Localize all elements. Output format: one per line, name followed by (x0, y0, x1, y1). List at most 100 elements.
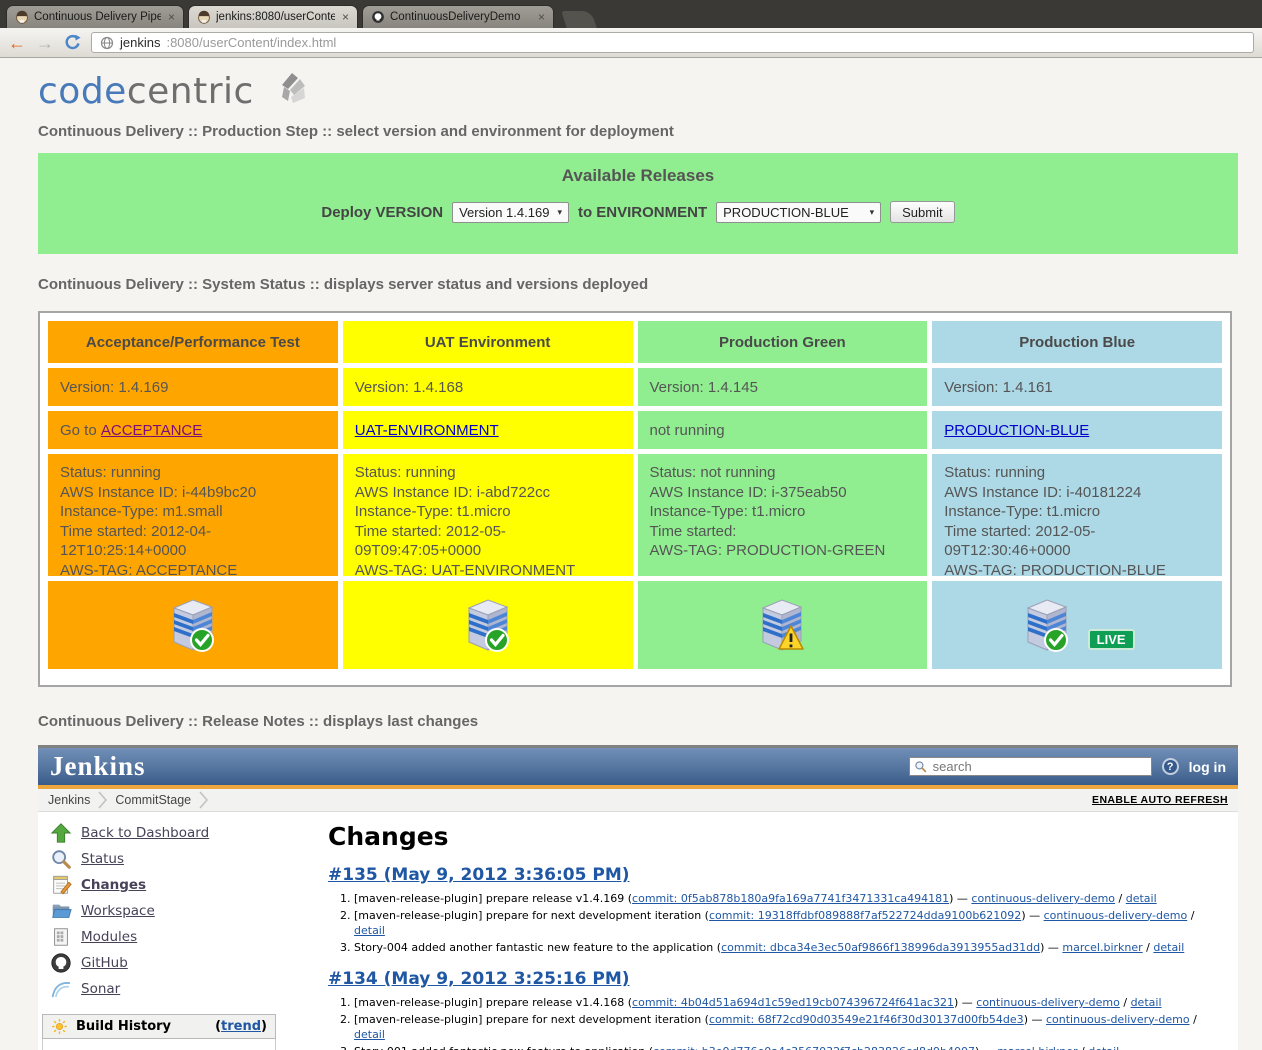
github-icon (51, 953, 71, 973)
production-blue-link[interactable]: PRODUCTION-BLUE (944, 421, 1090, 439)
column-header-acceptance: Acceptance/Performance Test (48, 321, 338, 363)
environment-link-cell: PRODUCTION-BLUE (932, 411, 1222, 449)
sidebar-item-changes: Changes (38, 872, 286, 898)
author-link[interactable]: continuous-delivery-demo (1045, 1012, 1190, 1026)
chevron-right-icon (199, 791, 209, 809)
page: codecentric Continuous Delivery :: Produ… (0, 58, 1262, 1050)
document-grid-icon (54, 928, 68, 946)
jenkins-search-box[interactable] (908, 757, 1152, 776)
version-cell: Version: 1.4.168 (342, 368, 633, 406)
environment-link-cell: Go to ACCEPTANCE (48, 411, 338, 449)
build-135-heading: #135 (May 9, 2012 3:36:05 PM) (328, 865, 630, 885)
commit-link[interactable]: commit: 4b04d51a694d1c59ed19cb074396724f… (632, 996, 954, 1009)
detail-link[interactable]: detail (1125, 892, 1157, 905)
jenkins-sidebar: Back to Dashboard Status Changes Workspa… (38, 812, 286, 1050)
submit-button[interactable]: Submit (890, 201, 955, 223)
available-releases-panel: Available Releases Deploy VERSION Versio… (38, 153, 1238, 254)
server-ok-icon (172, 599, 214, 652)
changes-title: Changes (328, 822, 449, 851)
status-details-cell: Status: not running AWS Instance ID: i-3… (637, 454, 928, 576)
author-link[interactable]: continuous-delivery-demo (971, 892, 1116, 905)
commit-link[interactable]: commit: b3e0d776e0a4c3567032f7cb283826cd… (653, 1045, 975, 1050)
build-history-panel: Build History (trend) (42, 1014, 276, 1039)
sidebar-item-sonar: Sonar (38, 976, 286, 1002)
search-input[interactable] (930, 758, 1147, 775)
release-notes-section-heading: Continuous Delivery :: Release Notes :: … (38, 713, 479, 730)
status-section-heading: Continuous Delivery :: System Status :: … (38, 276, 649, 293)
environment-select[interactable]: PRODUCTION-BLUE ▾ (716, 201, 882, 223)
address-bar[interactable]: jenkins:8080/userContent/index.html (91, 32, 1254, 53)
reload-button[interactable] (64, 34, 81, 51)
detail-link[interactable]: detail (1088, 1045, 1119, 1050)
not-running-text: not running (649, 421, 725, 439)
change-item: [maven-release-plugin] prepare release v… (354, 995, 1212, 1011)
sidebar-item-status: Status (38, 846, 286, 872)
logo-text-code: code (38, 71, 127, 112)
jenkins-butler-icon (198, 10, 210, 24)
jenkins-butler-icon (16, 10, 28, 24)
trend-link[interactable]: trend (221, 1019, 262, 1034)
sidebar-item-workspace: Workspace (38, 898, 286, 924)
column-header-production-green: Production Green (637, 321, 928, 363)
commit-link[interactable]: commit: 19318ffdbf089888f7af522724dda910… (708, 908, 1022, 922)
close-icon[interactable]: × (341, 10, 349, 24)
browser-tab-1[interactable]: Continuous Delivery Pipeli × (6, 5, 184, 28)
new-tab-button[interactable] (561, 11, 597, 28)
environment-link-cell: not running (637, 411, 928, 449)
author-link[interactable]: marcel.birkner (997, 1045, 1077, 1050)
environment-link-cell: UAT-ENVIRONMENT (342, 411, 633, 449)
version-select[interactable]: Version 1.4.169 ▾ (452, 201, 569, 223)
commit-link[interactable]: commit: 0f5ab878b180a9fa169a7741f3471331… (632, 892, 950, 905)
jenkins-frame: Jenkins ? log in Jenkins CommitStage ENA… (38, 745, 1238, 1050)
server-ok-icon (467, 599, 509, 652)
acceptance-link[interactable]: ACCEPTANCE (100, 421, 203, 439)
available-releases-title: Available Releases (561, 166, 715, 185)
build-134-heading: #134 (May 9, 2012 3:25:16 PM) (328, 969, 630, 989)
detail-link[interactable]: detail (1130, 996, 1162, 1009)
uat-environment-link[interactable]: UAT-ENVIRONMENT (354, 421, 499, 439)
environment-label: to ENVIRONMENT (577, 203, 708, 221)
build-135-change-list: [maven-release-plugin] prepare release v… (328, 891, 1212, 955)
browser-tab-2-active[interactable]: jenkins:8080/userContent × (188, 5, 358, 28)
breadcrumb-commitstage[interactable]: CommitStage (115, 793, 192, 807)
sidebar-item-modules: Modules (38, 924, 286, 950)
author-link[interactable]: continuous-delivery-demo (976, 996, 1120, 1009)
browser-tab-3[interactable]: ContinuousDeliveryDemo × (362, 5, 554, 28)
deploy-version-label: Deploy VERSION (321, 203, 444, 221)
detail-link[interactable]: detail (354, 1028, 385, 1041)
system-status-table: Acceptance/Performance Test UAT Environm… (38, 311, 1232, 687)
close-icon[interactable]: × (167, 10, 175, 24)
codecentric-logo-mark (281, 73, 305, 103)
detail-link[interactable]: detail (1153, 940, 1185, 954)
build-134-change-list: [maven-release-plugin] prepare release v… (328, 995, 1212, 1050)
tab-title: ContinuousDeliveryDemo (390, 11, 521, 23)
build-history-trend: (trend) (215, 1019, 267, 1034)
enable-auto-refresh-link[interactable]: ENABLE AUTO REFRESH (1092, 794, 1228, 806)
version-cell: Version: 1.4.161 (932, 368, 1222, 406)
breadcrumb-jenkins[interactable]: Jenkins (48, 793, 91, 807)
browser-toolbar: ← → jenkins:8080/userContent/index.html (0, 28, 1262, 58)
browser-tab-strip: Continuous Delivery Pipeli × jenkins:808… (0, 0, 1262, 28)
status-details-cell: Status: running AWS Instance ID: i-40181… (932, 454, 1222, 579)
commit-link[interactable]: commit: 68f72cd90d03549e21f46f30d30137d0… (708, 1012, 1024, 1026)
change-item: [maven-release-plugin] prepare for next … (354, 1012, 1212, 1043)
jenkins-logo[interactable]: Jenkins (50, 751, 146, 781)
server-warning-icon (762, 599, 805, 651)
logo-text-centric: centric (126, 71, 254, 112)
detail-link[interactable]: detail (354, 924, 385, 937)
sonar-icon (51, 982, 71, 998)
chevron-down-icon: ▾ (557, 206, 562, 217)
back-button[interactable]: ← (8, 32, 26, 53)
jenkins-breadcrumb: Jenkins CommitStage ENABLE AUTO REFRESH (38, 789, 1238, 812)
author-link[interactable]: continuous-delivery-demo (1043, 908, 1188, 922)
commit-link[interactable]: commit: dbca34e3ec50af9866f138996da39139… (721, 940, 1041, 954)
sidebar-item-github: GitHub (38, 950, 286, 976)
close-icon[interactable]: × (537, 10, 545, 24)
author-link[interactable]: marcel.birkner (1062, 940, 1143, 954)
log-in-link[interactable]: log in (1188, 758, 1226, 775)
folder-icon (52, 904, 72, 918)
forward-button[interactable]: → (36, 32, 54, 53)
magnifier-icon (52, 850, 71, 869)
column-header-uat: UAT Environment (342, 321, 633, 363)
help-icon[interactable]: ? (1161, 758, 1179, 775)
